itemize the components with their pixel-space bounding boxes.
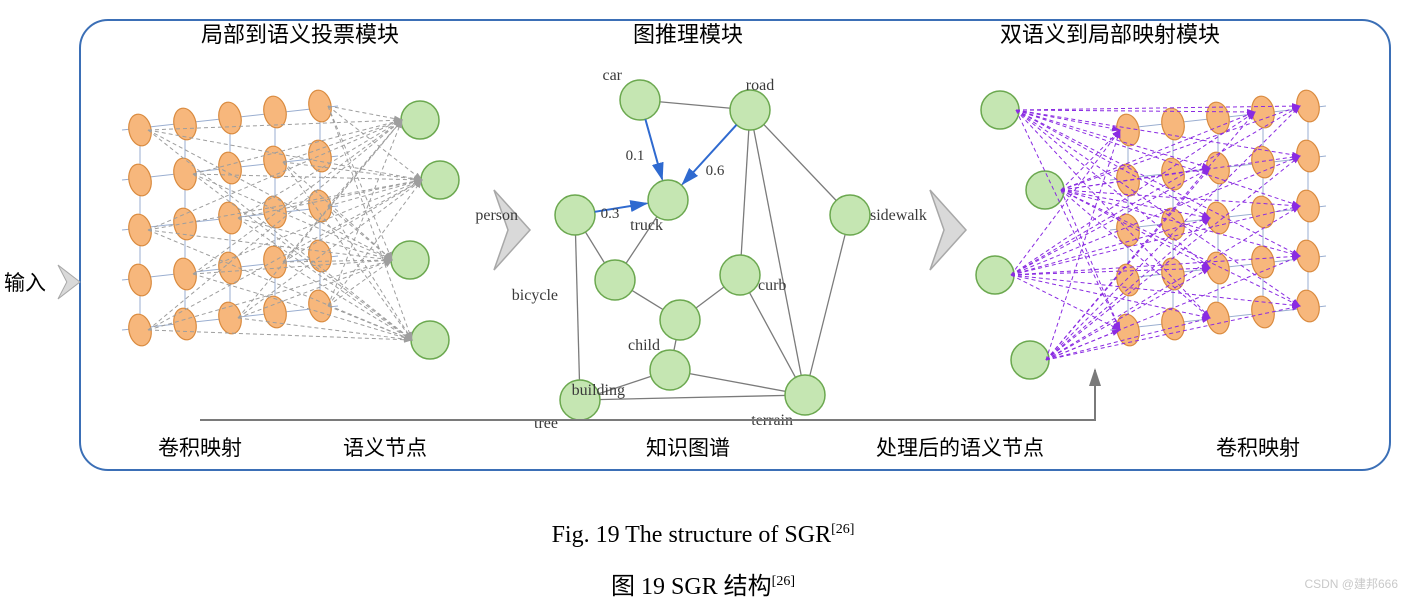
kg-label-tree: tree (534, 415, 558, 432)
semantic-node-left-1 (421, 161, 459, 199)
semantic-node-right-2 (976, 256, 1014, 294)
kg-node-bicycle (595, 260, 635, 300)
kg-node-terrain (785, 375, 825, 415)
semantic-node-right-1 (1026, 171, 1064, 209)
conv-node (1204, 300, 1232, 336)
semantic-node-right-3 (1011, 341, 1049, 379)
conv-node (1249, 94, 1277, 130)
conv-node (126, 162, 154, 198)
conv-node (171, 306, 199, 342)
caption-cn-text: 图 19 SGR 结构 (611, 574, 772, 600)
conv-node (216, 150, 244, 186)
conv-grid-left (122, 88, 338, 348)
kg-label-car: car (602, 67, 622, 84)
conv-node (306, 238, 334, 274)
kg-label-road: road (746, 77, 774, 94)
module-title-0: 局部到语义投票模块 (201, 22, 399, 47)
bottom-label-1: 语义节点 (343, 436, 427, 460)
caption-cn-sup: [26] (772, 574, 795, 589)
bottom-label-0: 卷积映射 (158, 436, 242, 460)
input-label: 输入 (4, 271, 46, 295)
bottom-label-4: 卷积映射 (1216, 436, 1300, 460)
semantic-node-right-0 (981, 91, 1019, 129)
kg-node-person (555, 195, 595, 235)
kg-label-person: person (475, 207, 518, 224)
conv-node (216, 100, 244, 136)
semantic-node-left-0 (401, 101, 439, 139)
semantic-node-left-3 (411, 321, 449, 359)
chevron-icon-1 (930, 190, 966, 270)
kg-weight-car-truck: 0.1 (626, 148, 645, 164)
kg-node-car (620, 80, 660, 120)
bottom-label-3: 处理后的语义节点 (876, 436, 1044, 460)
kg-node-child (660, 300, 700, 340)
semantic-node-left-2 (391, 241, 429, 279)
bottom-label-2: 知识图谱 (646, 436, 730, 460)
diagram-svg: 输入 局部到语义投票模块 图推理模块 双语义到局部映射模块卷积映射 语义节点 知识图谱 处理… (0, 0, 1406, 596)
caption-en: Fig. 19 The structure of SGR[26] (0, 522, 1406, 549)
kg-label-child: child (628, 337, 660, 354)
conv-node (1249, 144, 1277, 180)
kg-label-sidewalk: sidewalk (870, 207, 927, 224)
kg-arrow-car-truck (645, 119, 662, 179)
kg-label-curb: curb (758, 277, 786, 294)
watermark-text: CSDN @建邦666 (1304, 575, 1398, 592)
conv-node (261, 194, 289, 230)
kg-node-building (650, 350, 690, 390)
conv-node (261, 294, 289, 330)
kg-weight-road-truck: 0.6 (706, 163, 725, 179)
kg-weight-person-truck: 0.3 (601, 206, 620, 222)
kg-node-road (730, 90, 770, 130)
kg-node-sidewalk (830, 195, 870, 235)
conv-node (126, 262, 154, 298)
caption-en-text: Fig. 19 The structure of SGR (552, 522, 832, 548)
knowledge-graph (555, 80, 870, 420)
frame (80, 20, 1390, 470)
kg-label-truck: truck (630, 217, 663, 234)
conv-node (171, 206, 199, 242)
kg-label-building: building (572, 382, 625, 399)
chevron-icon-0 (494, 190, 530, 270)
conv-node (1249, 244, 1277, 280)
conv-node (1159, 306, 1187, 342)
kg-node-curb (720, 255, 760, 295)
kg-label-bicycle: bicycle (512, 287, 558, 304)
input-chevron-icon (58, 265, 80, 299)
conv-node (1114, 112, 1142, 148)
stage: 输入 局部到语义投票模块 图推理模块 双语义到局部映射模块卷积映射 语义节点 知识图谱 处理… (0, 0, 1406, 596)
kg-node-truck (648, 180, 688, 220)
conv-node (1114, 162, 1142, 198)
module-title-2: 双语义到局部映射模块 (1000, 22, 1220, 47)
caption-en-sup: [26] (831, 522, 854, 537)
module-title-1: 图推理模块 (633, 22, 743, 47)
